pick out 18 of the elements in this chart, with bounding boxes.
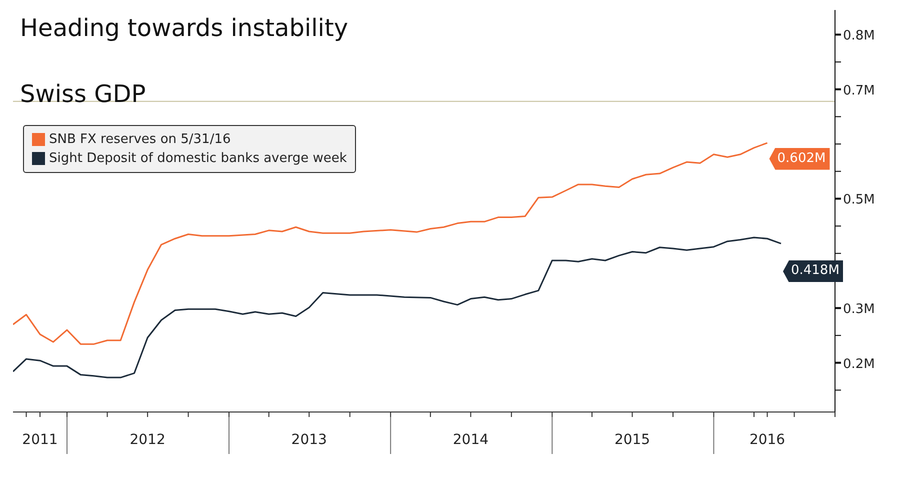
y-tick-label: 0.5M — [843, 192, 875, 208]
line-series — [13, 236, 782, 378]
chart-title: Heading towards instability — [20, 14, 348, 42]
x-tick-label: 2015 — [614, 432, 650, 448]
data-label: 0.418M — [782, 260, 844, 282]
y-tick-label: 0.8M — [843, 28, 875, 44]
y-tick-label: 0.7M — [843, 83, 875, 98]
x-tick-label: 2012 — [130, 432, 166, 448]
x-tick-label: 2016 — [749, 432, 786, 448]
x-tick-label: 2013 — [291, 432, 327, 448]
y-tick-label: 0.2M — [843, 356, 875, 372]
data-label: 0.602M — [769, 148, 830, 170]
legend-label: Sight Deposit of domestic banks averge week — [49, 150, 347, 168]
legend-label: SNB FX reserves on 5/31/16 — [49, 131, 231, 149]
x-tick-label: 2011 — [22, 432, 58, 448]
text: Swiss GDP — [20, 80, 146, 108]
y-tick-label: 0.3M — [843, 302, 875, 318]
x-tick-label: 2014 — [452, 432, 489, 448]
